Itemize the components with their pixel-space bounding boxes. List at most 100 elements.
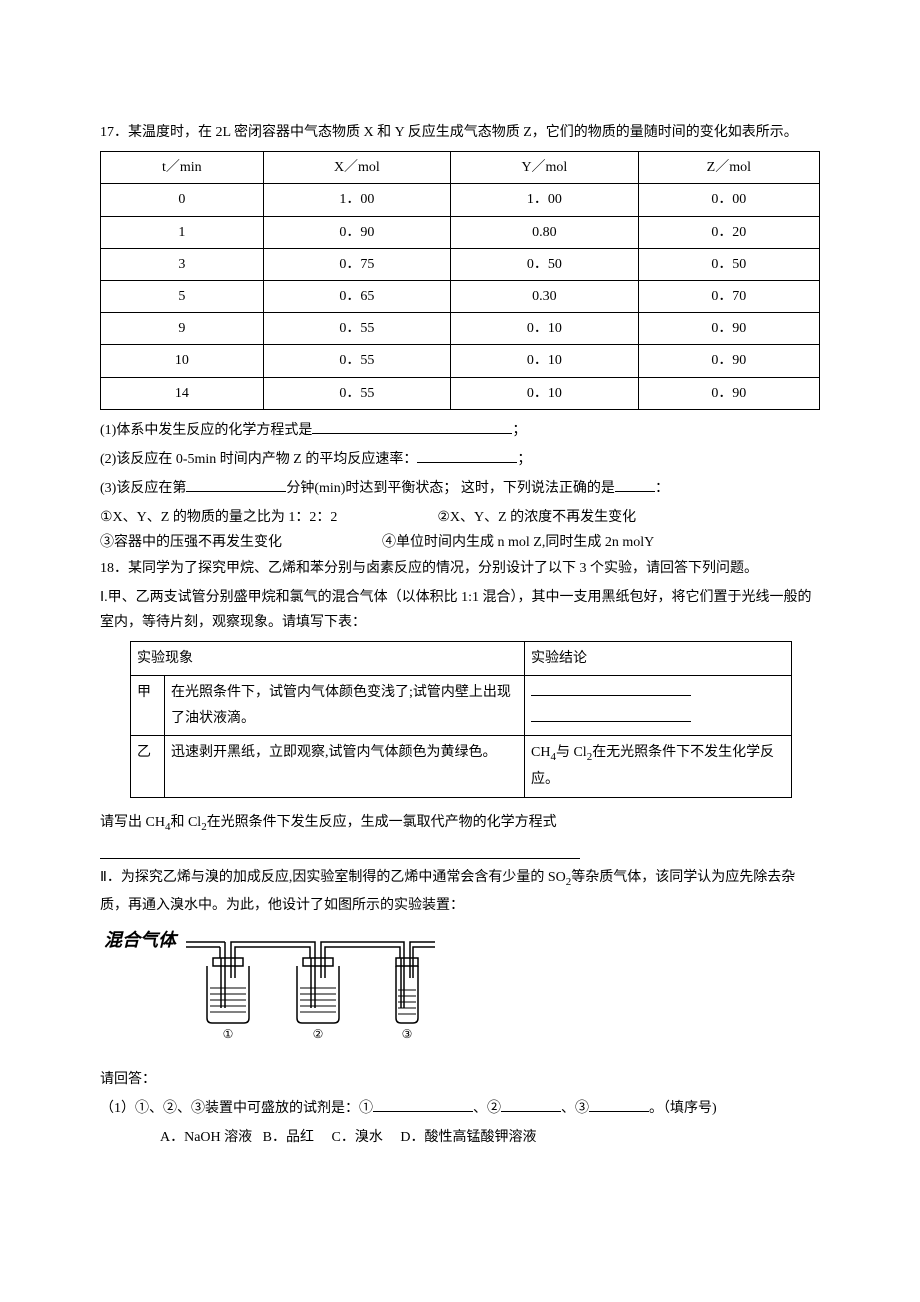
q17-opt4: ④单位时间内生成 n mol Z,同时生成 2n molY xyxy=(382,530,654,555)
table-cell: 0．90 xyxy=(638,345,819,377)
table-cell: 0．00 xyxy=(638,184,819,216)
table-cell: CH4与 Cl2在无光照条件下不发生化学反应。 xyxy=(525,735,792,797)
q18-answer-prompt: 请回答： xyxy=(100,1067,820,1092)
conclusion-text: 与 Cl xyxy=(556,745,587,760)
table-cell: 0．75 xyxy=(263,248,451,280)
table-row: 14 0．55 0．10 0．90 xyxy=(101,377,820,409)
reagent-a: A．NaOH 溶液 xyxy=(160,1130,252,1145)
q17-sub1-end: ； xyxy=(512,423,526,438)
reagent-c: C．溴水 xyxy=(332,1130,383,1145)
table-cell: 0．90 xyxy=(263,216,451,248)
q17-sub3-a: (3)该反应在第 xyxy=(100,481,186,496)
q18-part2: Ⅱ．为探究乙烯与溴的加成反应,因实验室制得的乙烯中通常会含有少量的 SO2等杂质… xyxy=(100,865,820,918)
eqn-prompt-c: 在光照条件下发生反应，生成一氯取代产物的化学方程式 xyxy=(207,815,557,830)
table-cell: 5 xyxy=(101,280,264,312)
sub1-d: 。（填序号) xyxy=(649,1101,717,1116)
q18-exp-table: 实验现象 实验结论 甲 在光照条件下，试管内气体颜色变浅了;试管内壁上出现了油状… xyxy=(130,641,792,797)
table-cell: 0.80 xyxy=(451,216,639,248)
fill-blank-line xyxy=(100,841,580,859)
fill-blank xyxy=(312,433,512,434)
table-row: 乙 迅速剥开黑纸，立即观察,试管内气体颜色为黄绿色。 CH4与 Cl2在无光照条… xyxy=(131,735,792,797)
fill-blank xyxy=(531,721,691,722)
fill-blank xyxy=(589,1111,649,1112)
q18-sub1: （1）①、②、③装置中可盛放的试剂是：①、②、③。（填序号) xyxy=(100,1096,820,1121)
apparatus-svg: 混合气体 ① ② xyxy=(100,928,480,1048)
svg-text:③: ③ xyxy=(402,1027,413,1041)
eqn-prompt-a: 请写出 CH xyxy=(100,815,165,830)
q17-opt2: ②X、Y、Z 的浓度不再发生变化 xyxy=(437,505,636,530)
q17-intro: 17．某温度时，在 2L 密闭容器中气态物质 X 和 Y 反应生成气态物质 Z，… xyxy=(100,120,820,145)
table-cell: 14 xyxy=(101,377,264,409)
table-cell: 10 xyxy=(101,345,264,377)
fill-blank xyxy=(501,1111,561,1112)
table-cell: 1 xyxy=(101,216,264,248)
q18-part1: Ⅰ.甲、乙两支试管分别盛甲烷和氯气的混合气体（以体积比 1:1 混合），其中一支… xyxy=(100,585,820,635)
q17-sub1-text: (1)体系中发生反应的化学方程式是 xyxy=(100,423,312,438)
table-cell: 0．50 xyxy=(638,248,819,280)
table-cell: 迅速剥开黑纸，立即观察,试管内气体颜色为黄绿色。 xyxy=(165,735,525,797)
table-cell: 甲 xyxy=(131,676,165,735)
sub1-b: 、② xyxy=(473,1101,501,1116)
table-row: 10 0．55 0．10 0．90 xyxy=(101,345,820,377)
table-cell: 0.30 xyxy=(451,280,639,312)
table-cell: 0．55 xyxy=(263,345,451,377)
table-cell: 3 xyxy=(101,248,264,280)
table-cell: 0．55 xyxy=(263,377,451,409)
table-cell: 1．00 xyxy=(451,184,639,216)
eqn-prompt-b: 和 Cl xyxy=(170,815,201,830)
table-cell: 0 xyxy=(101,184,264,216)
table-cell: 9 xyxy=(101,313,264,345)
table-cell: 0．10 xyxy=(451,313,639,345)
table-header-cell: t／min xyxy=(101,152,264,184)
table-cell: 0．10 xyxy=(451,345,639,377)
table-header-cell: Y／mol xyxy=(451,152,639,184)
svg-text:②: ② xyxy=(313,1027,324,1041)
q17-sub2-text: (2)该反应在 0-5min 时间内产物 Z 的平均反应速率： xyxy=(100,452,417,467)
table-cell: 0．55 xyxy=(263,313,451,345)
table-row: 甲 在光照条件下，试管内气体颜色变浅了;试管内壁上出现了油状液滴。 xyxy=(131,676,792,735)
table-row: 1 0．90 0.80 0．20 xyxy=(101,216,820,248)
q18-eqn-prompt: 请写出 CH4和 Cl2在光照条件下发生反应，生成一氯取代产物的化学方程式 xyxy=(100,810,820,838)
conclusion-text: CH xyxy=(531,745,550,760)
q17-sub1: (1)体系中发生反应的化学方程式是 ； xyxy=(100,418,820,443)
table-header-cell: 实验结论 xyxy=(525,642,792,676)
table-cell: 0．90 xyxy=(638,313,819,345)
q17-sub2: (2)该反应在 0-5min 时间内产物 Z 的平均反应速率：； xyxy=(100,447,820,472)
fill-blank xyxy=(373,1111,473,1112)
svg-text:①: ① xyxy=(223,1027,234,1041)
table-cell: 0．20 xyxy=(638,216,819,248)
table-header-row: t／min X／mol Y／mol Z／mol xyxy=(101,152,820,184)
q17-sub3-end: ： xyxy=(655,481,669,496)
q18-intro: 18．某同学为了探究甲烷、乙烯和苯分别与卤素反应的情况，分别设计了以下 3 个实… xyxy=(100,556,820,581)
sub1-c: 、③ xyxy=(561,1101,589,1116)
table-header-row: 实验现象 实验结论 xyxy=(131,642,792,676)
fill-blank xyxy=(531,695,691,696)
table-row: 5 0．65 0.30 0．70 xyxy=(101,280,820,312)
apparatus-diagram: 混合气体 ① ② xyxy=(100,928,820,1057)
table-cell: 0．50 xyxy=(451,248,639,280)
table-cell: 在光照条件下，试管内气体颜色变浅了;试管内壁上出现了油状液滴。 xyxy=(165,676,525,735)
table-cell: 0．10 xyxy=(451,377,639,409)
table-header-cell: X／mol xyxy=(263,152,451,184)
q17-data-table: t／min X／mol Y／mol Z／mol 0 1．00 1．00 0．00… xyxy=(100,151,820,410)
q17-opt1: ①X、Y、Z 的物质的量之比为 1：2：2 xyxy=(100,505,337,530)
q17-opt3: ③容器中的压强不再发生变化 xyxy=(100,530,282,555)
table-cell: 0．65 xyxy=(263,280,451,312)
fill-blank xyxy=(186,491,286,492)
table-cell: 乙 xyxy=(131,735,165,797)
q17-options-row-2: ③容器中的压强不再发生变化 ④单位时间内生成 n mol Z,同时生成 2n m… xyxy=(100,530,820,555)
table-row: 9 0．55 0．10 0．90 xyxy=(101,313,820,345)
part2-a: Ⅱ．为探究乙烯与溴的加成反应,因实验室制得的乙烯中通常会含有少量的 SO xyxy=(100,870,566,885)
fill-blank xyxy=(615,491,655,492)
table-header-cell: Z／mol xyxy=(638,152,819,184)
table-row: 0 1．00 1．00 0．00 xyxy=(101,184,820,216)
reagent-b: B．品红 xyxy=(263,1130,314,1145)
reagent-d: D．酸性高锰酸钾溶液 xyxy=(400,1130,536,1145)
mixed-gas-label: 混合气体 xyxy=(104,930,179,950)
table-cell: 1．00 xyxy=(263,184,451,216)
table-header-cell: 实验现象 xyxy=(131,642,525,676)
q17-sub3-b: 分钟(min)时达到平衡状态； 这时，下列说法正确的是 xyxy=(286,481,615,496)
q18-reagent-options: A．NaOH 溶液 B．品红 C．溴水 D．酸性高锰酸钾溶液 xyxy=(100,1125,820,1150)
table-row: 3 0．75 0．50 0．50 xyxy=(101,248,820,280)
table-cell xyxy=(525,676,792,735)
